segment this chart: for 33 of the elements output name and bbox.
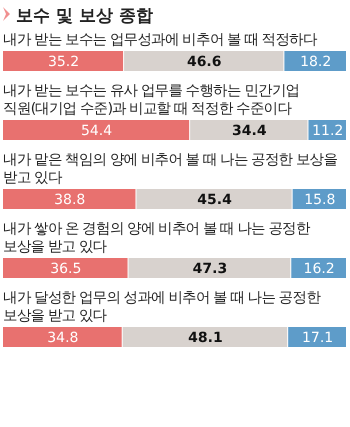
bar [190,120,308,140]
data-label: 54.4 [80,123,112,139]
bar [3,189,136,209]
bar [3,258,128,278]
y-tick-label: 내가 받는 보수는 유사 업무를 수행하는 민간기업 직원(대기업 수준)과 비교할 때 적정한 수준이다 [3,83,300,117]
data-label: 34.4 [232,123,267,139]
bar [128,258,290,278]
bar [3,120,190,140]
bar [284,51,346,71]
bar [3,327,122,347]
y-tick-label: 내가 쌓아 온 경험의 양에 비추어 볼 때 나는 공정한 보상을 받고 있다 [3,221,311,255]
data-label: 16.2 [304,261,335,277]
chart-title: 보수 및 보상 종합 [16,6,153,26]
bar [124,51,284,71]
data-label: 17.1 [302,330,334,346]
y-tick-label: 내가 맡은 책임의 양에 비추어 볼 때 나는 공정한 보상을 받고 있다 [3,152,338,186]
y-tick-label: 내가 달성한 업무의 성과에 비추어 볼 때 나는 공정한 보상을 받고 있다 [3,290,322,324]
bar [3,51,124,71]
data-label: 46.6 [186,54,222,70]
data-label: 35.2 [48,54,80,70]
data-label: 38.8 [54,192,86,208]
data-label: 18.2 [300,54,332,70]
data-label: 45.4 [197,192,232,208]
data-label: 48.1 [188,330,223,346]
data-label: 11.2 [312,123,344,139]
bar [122,327,288,347]
data-label: 36.5 [50,261,82,277]
bar [136,189,292,209]
bar [288,327,346,347]
data-label: 34.8 [47,330,78,346]
data-label: 15.8 [304,192,336,208]
data-label: 47.3 [192,261,228,277]
y-tick-label: 내가 받는 보수는 업무성과에 비추어 볼 때 적정하다 [3,32,318,48]
